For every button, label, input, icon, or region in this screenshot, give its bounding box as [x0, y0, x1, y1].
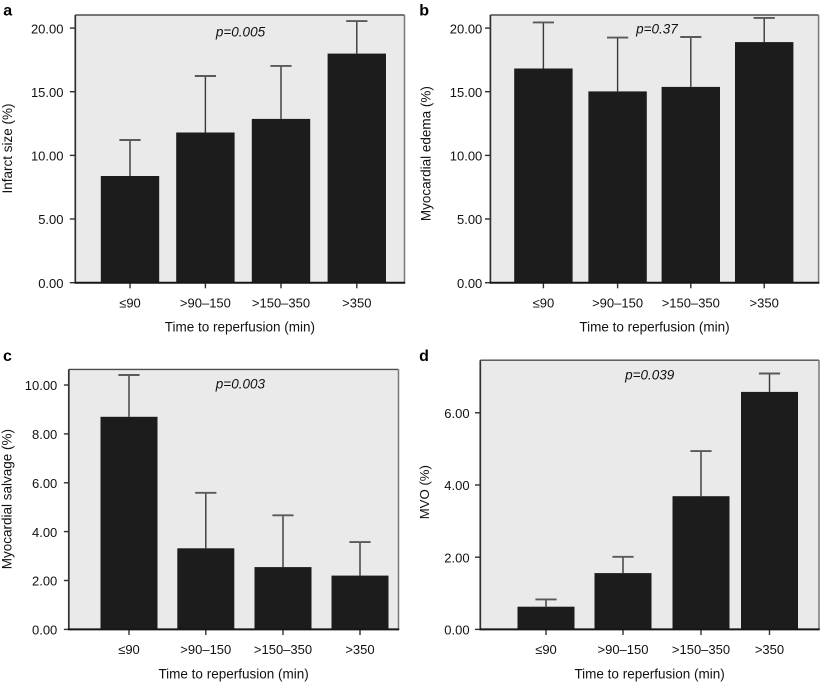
svg-text:>150–350: >150–350: [254, 642, 312, 657]
svg-text:p=0.005: p=0.005: [215, 25, 266, 40]
svg-text:p=0.039: p=0.039: [624, 368, 675, 383]
svg-text:≤90: ≤90: [535, 642, 557, 657]
svg-text:MVO (%): MVO (%): [417, 465, 432, 519]
svg-text:≤90: ≤90: [118, 642, 140, 657]
svg-text:>150–350: >150–350: [252, 296, 310, 311]
svg-text:10.00: 10.00: [31, 149, 64, 164]
svg-text:Time to reperfusion (min): Time to reperfusion (min): [158, 667, 308, 682]
svg-text:>150–350: >150–350: [662, 296, 720, 311]
svg-text:4.00: 4.00: [32, 525, 57, 540]
svg-text:15.00: 15.00: [450, 85, 483, 100]
svg-text:Time to reperfusion (min): Time to reperfusion (min): [579, 320, 729, 335]
svg-text:>90–150: >90–150: [180, 296, 231, 311]
svg-text:>150–350: >150–350: [672, 642, 730, 657]
svg-text:a: a: [3, 3, 12, 20]
svg-text:0.00: 0.00: [444, 623, 469, 638]
svg-text:10.00: 10.00: [25, 378, 58, 393]
svg-text:p=0.003: p=0.003: [215, 377, 266, 392]
svg-text:Time to reperfusion (min): Time to reperfusion (min): [574, 667, 724, 682]
svg-text:0.00: 0.00: [32, 623, 57, 638]
svg-text:c: c: [3, 348, 12, 365]
svg-text:≤90: ≤90: [533, 296, 555, 311]
svg-text:0.00: 0.00: [38, 276, 63, 291]
svg-text:2.00: 2.00: [32, 574, 57, 589]
svg-text:15.00: 15.00: [31, 85, 64, 100]
svg-text:>90–150: >90–150: [592, 296, 643, 311]
svg-text:Time to reperfusion (min): Time to reperfusion (min): [165, 320, 315, 335]
svg-text:>350: >350: [342, 296, 371, 311]
svg-text:b: b: [419, 3, 429, 20]
svg-text:d: d: [419, 348, 429, 365]
svg-text:8.00: 8.00: [32, 427, 57, 442]
svg-text:5.00: 5.00: [457, 212, 482, 227]
svg-text:Myocardial salvage (%): Myocardial salvage (%): [0, 429, 14, 569]
svg-text:>350: >350: [755, 642, 784, 657]
svg-text:6.00: 6.00: [444, 406, 469, 421]
svg-text:>350: >350: [345, 642, 374, 657]
svg-text:6.00: 6.00: [32, 476, 57, 491]
svg-text:4.00: 4.00: [444, 478, 469, 493]
svg-text:20.00: 20.00: [31, 21, 64, 36]
svg-text:2.00: 2.00: [444, 550, 469, 565]
svg-text:Myocardial edema (%): Myocardial edema (%): [418, 86, 433, 221]
svg-text:>90–150: >90–150: [598, 642, 649, 657]
svg-text:0.00: 0.00: [457, 276, 482, 291]
svg-text:5.00: 5.00: [38, 212, 63, 227]
svg-text:≤90: ≤90: [119, 296, 141, 311]
svg-text:>350: >350: [750, 296, 779, 311]
svg-text:Infarct size (%): Infarct size (%): [0, 103, 15, 193]
svg-text:>90–150: >90–150: [180, 642, 231, 657]
svg-text:p=0.37: p=0.37: [635, 21, 678, 36]
svg-text:10.00: 10.00: [450, 149, 483, 164]
svg-text:20.00: 20.00: [450, 21, 483, 36]
